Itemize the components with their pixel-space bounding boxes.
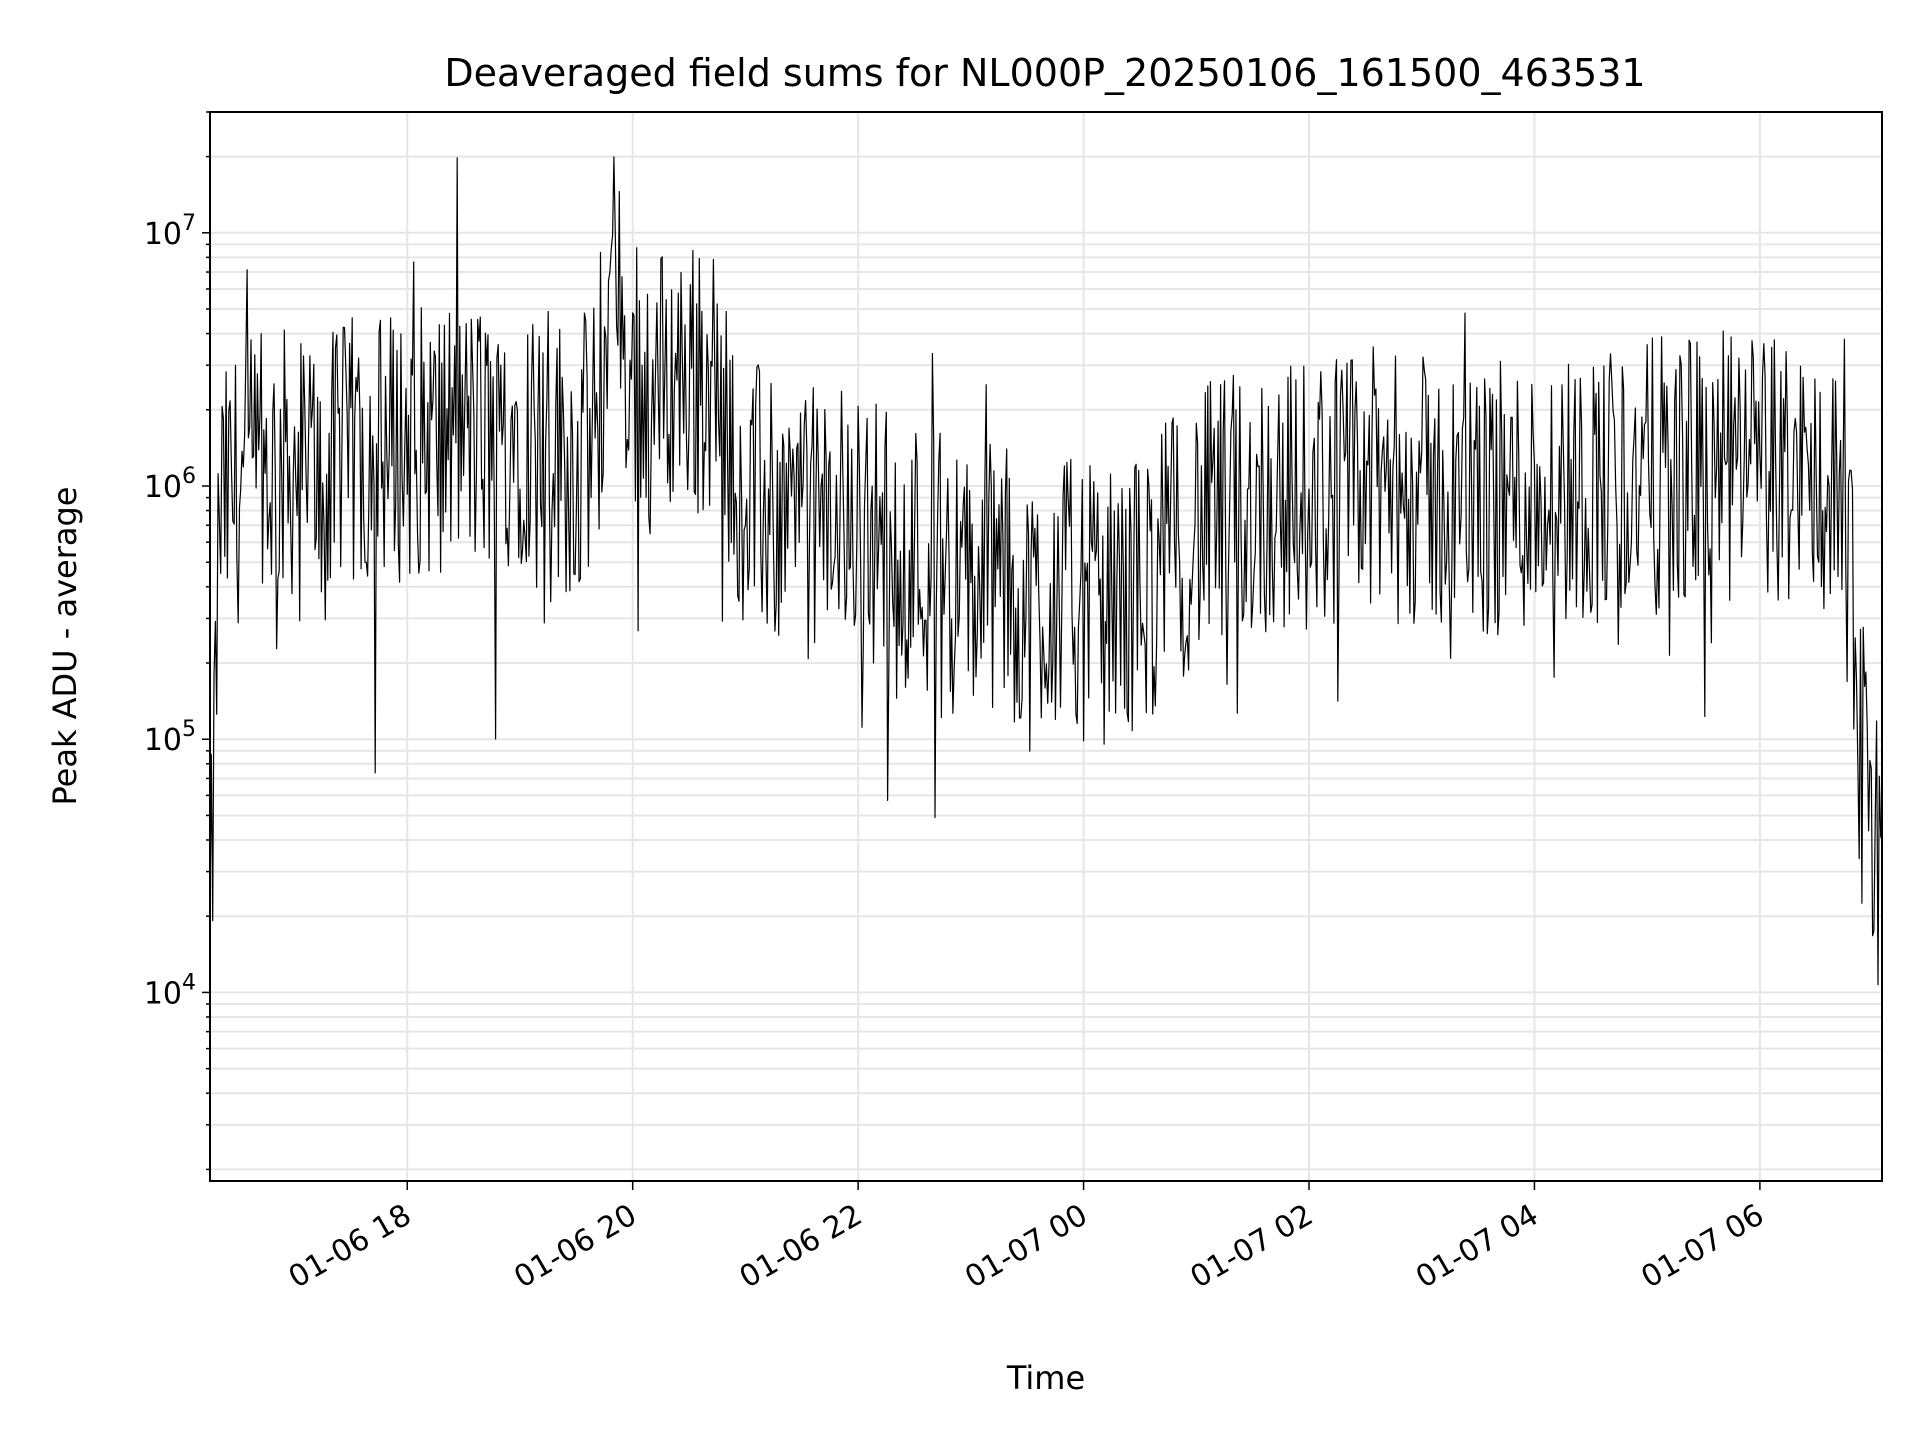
y-tick-label: 105 xyxy=(144,717,196,758)
plot-frame xyxy=(209,111,1883,1182)
x-tick-label: 01-06 22 xyxy=(734,1198,868,1296)
x-tick-label: 01-07 00 xyxy=(959,1198,1093,1296)
x-tick-label: 01-07 06 xyxy=(1636,1198,1770,1296)
y-tick-label: 104 xyxy=(144,970,196,1011)
grid xyxy=(210,111,1882,1181)
y-axis-label: Peak ADU - average xyxy=(46,487,84,806)
chart-title: Deaveraged field sums for NL000P_2025010… xyxy=(444,51,1645,95)
x-axis: 01-06 18 01-06 20 01-06 22 01-07 00 01-07 02… xyxy=(283,1181,1770,1295)
x-axis-label: Time xyxy=(1006,1359,1085,1397)
x-tick-label: 01-06 18 xyxy=(283,1198,417,1296)
series-line xyxy=(209,156,1883,986)
x-tick-label: 01-07 02 xyxy=(1185,1198,1319,1296)
x-tick-label: 01-06 20 xyxy=(508,1198,642,1296)
y-tick-label: 107 xyxy=(144,211,196,252)
y-tick-label: 106 xyxy=(144,464,196,505)
y-axis: 104 105 106 107 xyxy=(144,111,210,1171)
x-tick-label: 01-07 04 xyxy=(1410,1198,1544,1296)
